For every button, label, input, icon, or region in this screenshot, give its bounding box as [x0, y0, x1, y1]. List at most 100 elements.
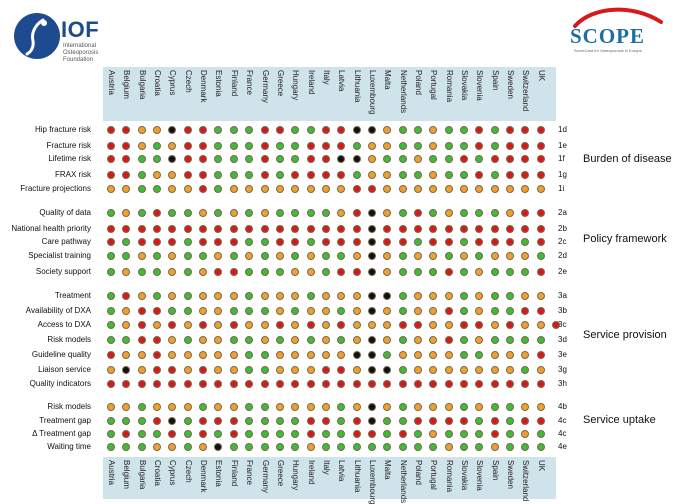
score-dot [321, 185, 330, 193]
score-dot [245, 209, 254, 217]
score-dot [337, 430, 346, 438]
score-dot [214, 417, 223, 425]
country-header-label: UK [536, 70, 546, 82]
score-dot [245, 336, 254, 344]
country-footer-label: UK [536, 460, 546, 472]
score-dot [122, 351, 131, 359]
score-dot [275, 380, 284, 388]
score-dot [275, 209, 284, 217]
country-footer-label: Portugal [429, 460, 439, 490]
score-dot [444, 351, 453, 359]
score-dot [414, 155, 422, 163]
score-dot [214, 403, 223, 411]
score-dot [199, 155, 208, 163]
score-dot [214, 292, 223, 300]
score-dot [245, 321, 254, 329]
score-dot [122, 142, 131, 150]
country-header-label: Greece [275, 70, 285, 97]
score-dot [475, 292, 484, 300]
score-dot [367, 126, 376, 134]
score-dot [521, 366, 530, 374]
score-dot [168, 403, 177, 411]
score-dot [214, 252, 223, 260]
country-header-label: Poland [414, 70, 423, 95]
score-dot [536, 252, 545, 260]
score-dot [321, 155, 330, 163]
score-dot [137, 417, 146, 425]
score-dot [229, 307, 238, 315]
score-dot [475, 225, 484, 233]
score-dot [321, 417, 330, 425]
score-dot [260, 417, 269, 425]
score-dot [137, 252, 146, 260]
score-dot [183, 351, 192, 359]
score-dot [153, 417, 162, 425]
score-dot [275, 351, 284, 359]
score-dot [122, 380, 131, 388]
score-dot [107, 155, 115, 163]
score-dot [168, 307, 177, 315]
score-dot [107, 126, 115, 134]
score-dot [444, 185, 453, 193]
score-dot [398, 185, 407, 193]
score-dot [199, 209, 208, 217]
score-dot [337, 155, 346, 163]
score-dot [168, 171, 177, 179]
score-dot [414, 443, 422, 451]
row-code: 4e [558, 442, 567, 451]
country-footer-label: Slovakia [460, 460, 470, 491]
score-dot [199, 268, 208, 276]
row-code: 1g [558, 170, 567, 179]
score-dot [521, 268, 530, 276]
score-dot [536, 417, 545, 425]
score-dot [183, 252, 192, 260]
score-dot [475, 171, 484, 179]
score-dot [429, 292, 438, 300]
score-dot [444, 126, 453, 134]
country-header-label: Malta [383, 70, 393, 90]
score-dot [229, 321, 238, 329]
score-dot [229, 430, 238, 438]
score-dot [275, 417, 284, 425]
score-dot [352, 292, 361, 300]
score-dot [153, 142, 162, 150]
score-dot [337, 252, 346, 260]
score-dot [275, 142, 284, 150]
score-dot [490, 292, 499, 300]
score-dot [122, 430, 131, 438]
score-dot [291, 155, 300, 163]
score-dot [506, 366, 515, 374]
score-dot [352, 238, 361, 246]
iof-subtitle-line: Osteoporosis [63, 50, 99, 56]
score-dot [352, 307, 361, 315]
score-dot [107, 336, 115, 344]
score-dot [352, 126, 361, 134]
score-dot [536, 185, 545, 193]
score-dot [321, 443, 330, 451]
score-dot [245, 403, 254, 411]
score-dot [475, 307, 484, 315]
iof-logo-icon [14, 13, 60, 59]
score-dot [168, 252, 177, 260]
score-dot [337, 209, 346, 217]
scope-word: SCOPE [570, 24, 646, 48]
score-dot [107, 321, 115, 329]
score-dot [245, 238, 254, 246]
score-dot [260, 430, 269, 438]
score-dot [291, 238, 300, 246]
row-label: Hip fracture risk [34, 125, 91, 134]
score-dot [367, 307, 376, 315]
country-header-label: France [245, 70, 255, 95]
score-dot [352, 380, 361, 388]
score-dot [168, 225, 177, 233]
score-dot [429, 238, 438, 246]
score-dot [275, 292, 284, 300]
score-dot [506, 307, 515, 315]
country-footer-label: Spain [490, 460, 500, 481]
score-dot [214, 126, 223, 134]
iof-subtitle-line: Foundation [63, 57, 94, 63]
score-dot [337, 321, 346, 329]
score-dot [183, 403, 192, 411]
score-dot [229, 155, 238, 163]
score-dot [398, 307, 407, 315]
